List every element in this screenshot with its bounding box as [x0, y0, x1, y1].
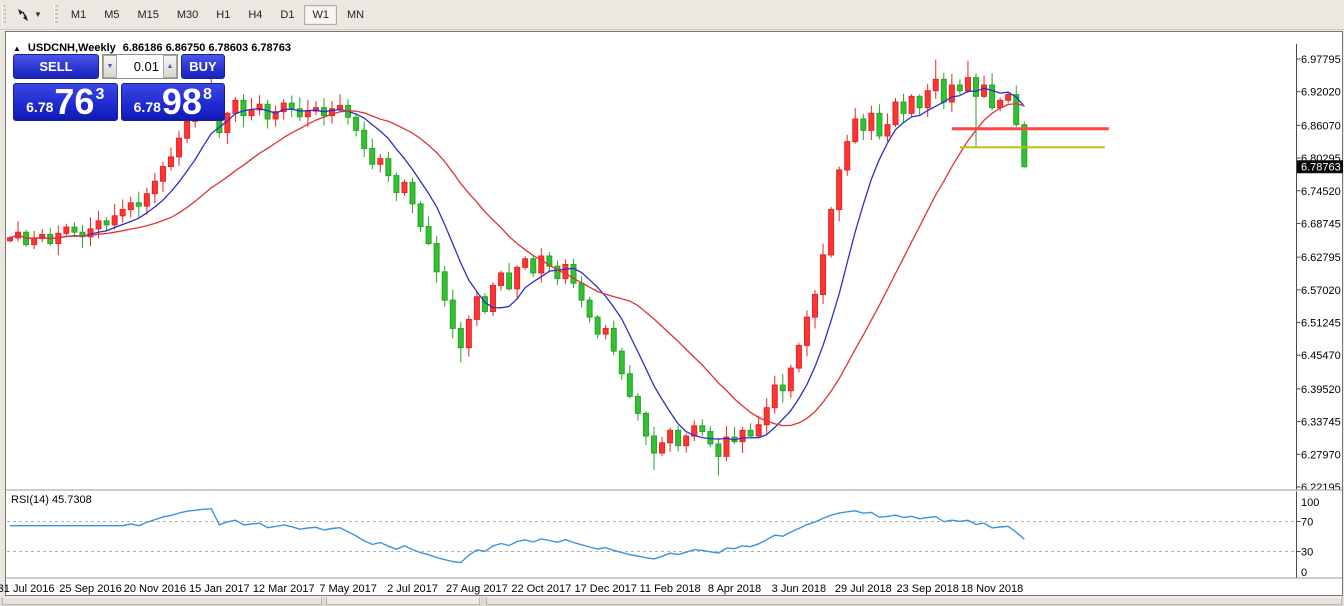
sell-button[interactable]: SELL — [13, 54, 99, 79]
timeframe-button-MN[interactable]: MN — [346, 8, 365, 21]
pointer-arrows-icon — [18, 8, 28, 21]
timeframe-button-M1[interactable]: M1 — [70, 8, 87, 21]
buy-price-tile[interactable]: 6.78 98 8 — [120, 81, 225, 122]
timeframe-button-M30[interactable]: M30 — [176, 8, 199, 21]
toolbar-grip — [2, 4, 6, 25]
timeframe-button-M5[interactable]: M5 — [104, 8, 120, 21]
tool-dropdown-caret-icon[interactable]: ▼ — [34, 9, 42, 19]
timeframe-button-H1[interactable]: H1 — [216, 8, 231, 21]
rsi-indicator-label: RSI(14) 45.7308 — [11, 494, 92, 506]
rsi-current-value: 45.7308 — [51, 494, 92, 506]
toolbar-separator-grip — [53, 4, 58, 25]
buy-button[interactable]: BUY — [181, 54, 225, 79]
bottom-frame-segment — [486, 597, 1342, 605]
toolbar: ▼ M1 M5 M15 M30 H1 H4 D1 W1 MN — [0, 0, 1344, 30]
one-click-trading-panel: SELL ▼ ▲ BUY 6.78 76 3 6.78 98 8 — [13, 54, 225, 121]
volume-increase-button[interactable]: ▲ — [163, 55, 177, 78]
volume-decrease-button[interactable]: ▼ — [103, 55, 117, 78]
buy-price-pip: 8 — [202, 86, 212, 103]
volume-input[interactable] — [117, 55, 163, 78]
buy-price-big: 98 — [161, 81, 202, 122]
sell-price-pip: 3 — [95, 86, 105, 103]
bottom-window-frame — [0, 597, 1344, 606]
timeframe-button-H4[interactable]: H4 — [248, 8, 263, 21]
bottom-frame-segment — [326, 597, 480, 605]
timeframe-button-D1[interactable]: D1 — [280, 8, 295, 21]
bottom-frame-segment — [2, 597, 322, 605]
sell-price-big: 76 — [54, 81, 95, 122]
pointer-tool-button[interactable]: ▼ — [10, 3, 46, 27]
volume-stepper: ▼ ▲ — [102, 54, 178, 79]
timeframe-button-M15[interactable]: M15 — [137, 8, 159, 21]
chart-symbol-label: USDCNH,Weekly — [27, 42, 116, 54]
chart-ohlc-values: 6.86186 6.86750 6.78603 6.78763 — [122, 42, 291, 54]
chart-title: ▲ USDCNH,Weekly 6.86186 6.86750 6.78603 … — [13, 42, 291, 54]
collapse-triangle-icon[interactable]: ▲ — [13, 44, 21, 53]
rsi-name: RSI(14) — [11, 494, 49, 506]
buy-price-prefix: 6.78 — [133, 99, 161, 115]
timeframe-button-W1[interactable]: W1 — [304, 4, 337, 25]
sell-price-prefix: 6.78 — [26, 99, 54, 115]
sell-price-tile[interactable]: 6.78 76 3 — [13, 83, 118, 121]
